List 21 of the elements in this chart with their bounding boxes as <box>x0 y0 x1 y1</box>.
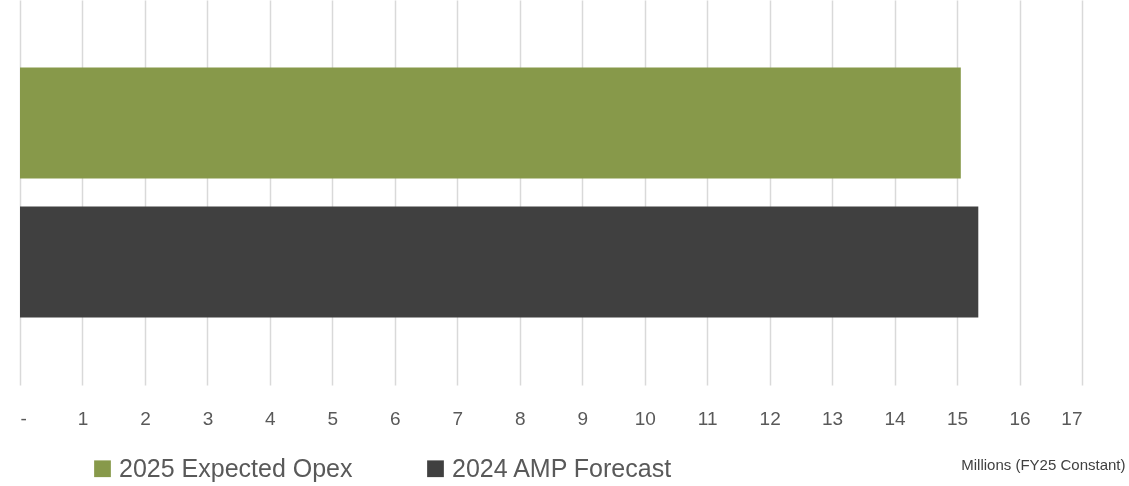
x-tick-label: 2 <box>140 407 151 429</box>
x-tick-label: 14 <box>884 407 907 429</box>
x-axis-title: Millions (FY25 Constant) <box>961 455 1126 473</box>
x-tick-label: 3 <box>202 407 214 429</box>
x-tick-label: 11 <box>697 407 718 429</box>
x-tick-label: 9 <box>577 407 589 429</box>
x-tick-label: 7 <box>452 407 464 429</box>
x-tick-label: - <box>20 407 27 429</box>
x-tick-label: 13 <box>822 407 844 429</box>
x-tick-label: 5 <box>327 407 339 429</box>
legend-label: 2025 Expected Opex <box>119 453 353 482</box>
legend-label: 2024 AMP Forecast <box>452 453 672 482</box>
x-tick-label: 16 <box>1009 407 1031 429</box>
x-tick-label: 6 <box>390 407 401 429</box>
x-tick-label: 12 <box>759 407 781 429</box>
x-tick-label: 17 <box>1061 407 1083 429</box>
x-tick-label: 8 <box>514 407 526 429</box>
x-tick-label: 15 <box>946 407 969 429</box>
x-tick-label: 10 <box>634 407 656 429</box>
x-tick-label: 4 <box>265 407 277 429</box>
x-tick-label: 1 <box>77 407 89 429</box>
